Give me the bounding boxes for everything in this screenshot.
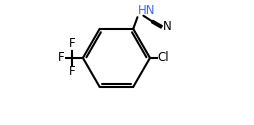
Text: HN: HN bbox=[138, 4, 156, 16]
Text: F: F bbox=[69, 38, 76, 51]
Text: F: F bbox=[69, 65, 76, 78]
Text: Cl: Cl bbox=[157, 51, 169, 64]
Text: N: N bbox=[163, 20, 171, 33]
Text: F: F bbox=[58, 51, 65, 64]
